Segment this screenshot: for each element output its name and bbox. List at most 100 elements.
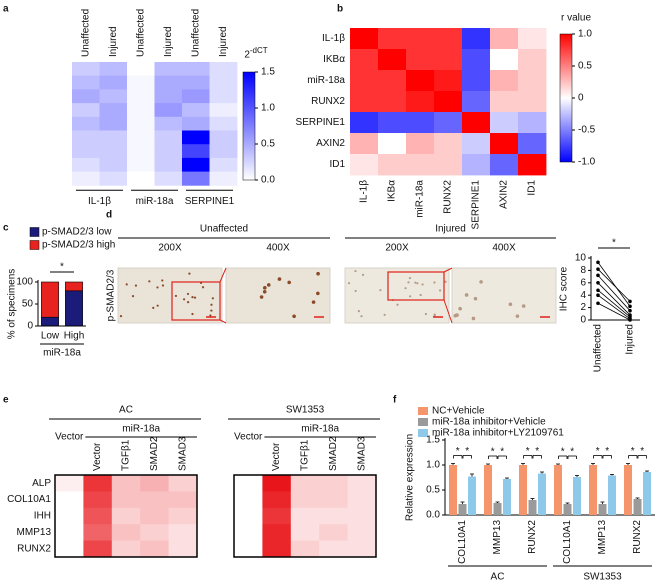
heatmap-cell (234, 524, 263, 541)
heatmap-cell (319, 540, 348, 558)
legend-label: NC+Vehicle (432, 406, 485, 417)
heatmap-cell (262, 507, 292, 525)
heatmap-cell (83, 507, 113, 525)
stained-cell (211, 297, 214, 300)
heatmap-cell (111, 507, 141, 525)
column-label: Vector (234, 432, 263, 443)
heatmap-cell (209, 89, 238, 104)
heatmap-cell (182, 157, 210, 172)
heatmap-cell (72, 103, 100, 118)
heatmap-cell (378, 91, 407, 113)
stained-cell (419, 293, 422, 297)
significance-mark: * (631, 446, 635, 457)
stained-cell (156, 304, 159, 307)
heatmap-cell (290, 540, 320, 558)
colorbar-tick-label: 1.0 (578, 29, 592, 40)
heatmap-cell (234, 507, 263, 525)
heatmap-cell (72, 130, 100, 145)
stained-cell (191, 296, 194, 299)
heatmap-cell (518, 133, 547, 155)
column-label: Injured (218, 26, 229, 57)
stained-cell (444, 280, 447, 283)
heatmap-cell (462, 49, 491, 71)
heatmap-cell (347, 524, 377, 541)
bar (633, 499, 642, 515)
heatmap-cell (347, 475, 377, 492)
stained-cell (464, 293, 469, 297)
stained-cell (433, 281, 436, 284)
heatmap-cell (434, 91, 463, 113)
stained-cell (209, 314, 212, 317)
heatmap-cell (83, 475, 113, 492)
heatmap-cell (406, 49, 435, 71)
heatmap-cell (462, 70, 491, 92)
stained-cell (361, 273, 365, 276)
significance-mark: * (605, 446, 609, 457)
significance-mark: * (465, 446, 469, 457)
heatmap-cell (462, 112, 491, 134)
column-label: Vector (271, 442, 282, 471)
column-group-label: miR-18a (122, 424, 160, 435)
significance-mark: * (500, 447, 504, 458)
stained-cell (131, 295, 135, 298)
heatmap-cell (111, 491, 141, 509)
pair-line (597, 275, 631, 311)
stained-cell (134, 284, 138, 287)
bar (458, 504, 467, 515)
stained-cell (186, 292, 190, 296)
stained-cell (277, 277, 282, 281)
y-tick-label: 50 (22, 299, 34, 310)
stained-cell (182, 298, 186, 301)
heatmap-cell (182, 89, 210, 104)
heatmap-cell (182, 116, 210, 131)
stained-cell (186, 301, 190, 304)
condition-label: Injured (435, 224, 466, 235)
heatmap-cell (434, 154, 463, 176)
colorbar-tick-label: 1.0 (261, 103, 275, 114)
heatmap-cell (127, 171, 155, 186)
colorbar-tick-label: 0.0 (261, 175, 275, 186)
column-label: ID1 (527, 180, 538, 196)
heatmap-cell (154, 89, 183, 104)
x-tick-label: Low (41, 331, 60, 342)
x-tick-label: RUNX2 (527, 520, 538, 554)
stained-cell (311, 300, 316, 304)
heatmap-cell (154, 157, 183, 172)
bar (538, 473, 546, 515)
heatmap-cell (434, 133, 463, 155)
stained-cell (433, 314, 436, 317)
heatmap-cell (209, 75, 238, 90)
heatmap-cell (83, 540, 113, 558)
heatmap-cell (350, 70, 379, 92)
stained-cell (354, 289, 357, 293)
bar (503, 479, 511, 515)
heatmap-cell (319, 507, 348, 525)
heatmap-cell (347, 507, 377, 525)
column-label: Vector (55, 432, 84, 443)
heatmap-cell (350, 49, 379, 71)
heatmap-cell (55, 475, 84, 492)
heatmap-cell (127, 62, 155, 77)
heatmap-cell (378, 154, 407, 176)
heatmap-cell (262, 524, 292, 541)
heatmap-cell (140, 475, 169, 492)
colorbar-tick-label: 0.5 (261, 139, 275, 150)
stained-cell (473, 296, 478, 301)
stained-cell (347, 282, 351, 285)
heatmap-cell (378, 112, 407, 134)
bar-segment (65, 281, 83, 292)
bar (624, 465, 632, 515)
row-label: miR-18a (307, 75, 345, 86)
group-label: miR-18a (136, 196, 174, 207)
heatmap-cell (72, 144, 100, 159)
heatmap-cell (350, 112, 379, 134)
heatmap-cell (168, 540, 198, 558)
heatmap-cell (72, 89, 100, 104)
score-point (596, 273, 600, 278)
y-tick-label: 10 (575, 253, 587, 264)
group-label: SERPINE1 (185, 196, 235, 207)
column-group-label: miR-18a (301, 424, 339, 435)
heatmap-cell (154, 75, 183, 90)
x-tick-label: High (64, 331, 85, 342)
heatmap-cell (111, 540, 141, 558)
